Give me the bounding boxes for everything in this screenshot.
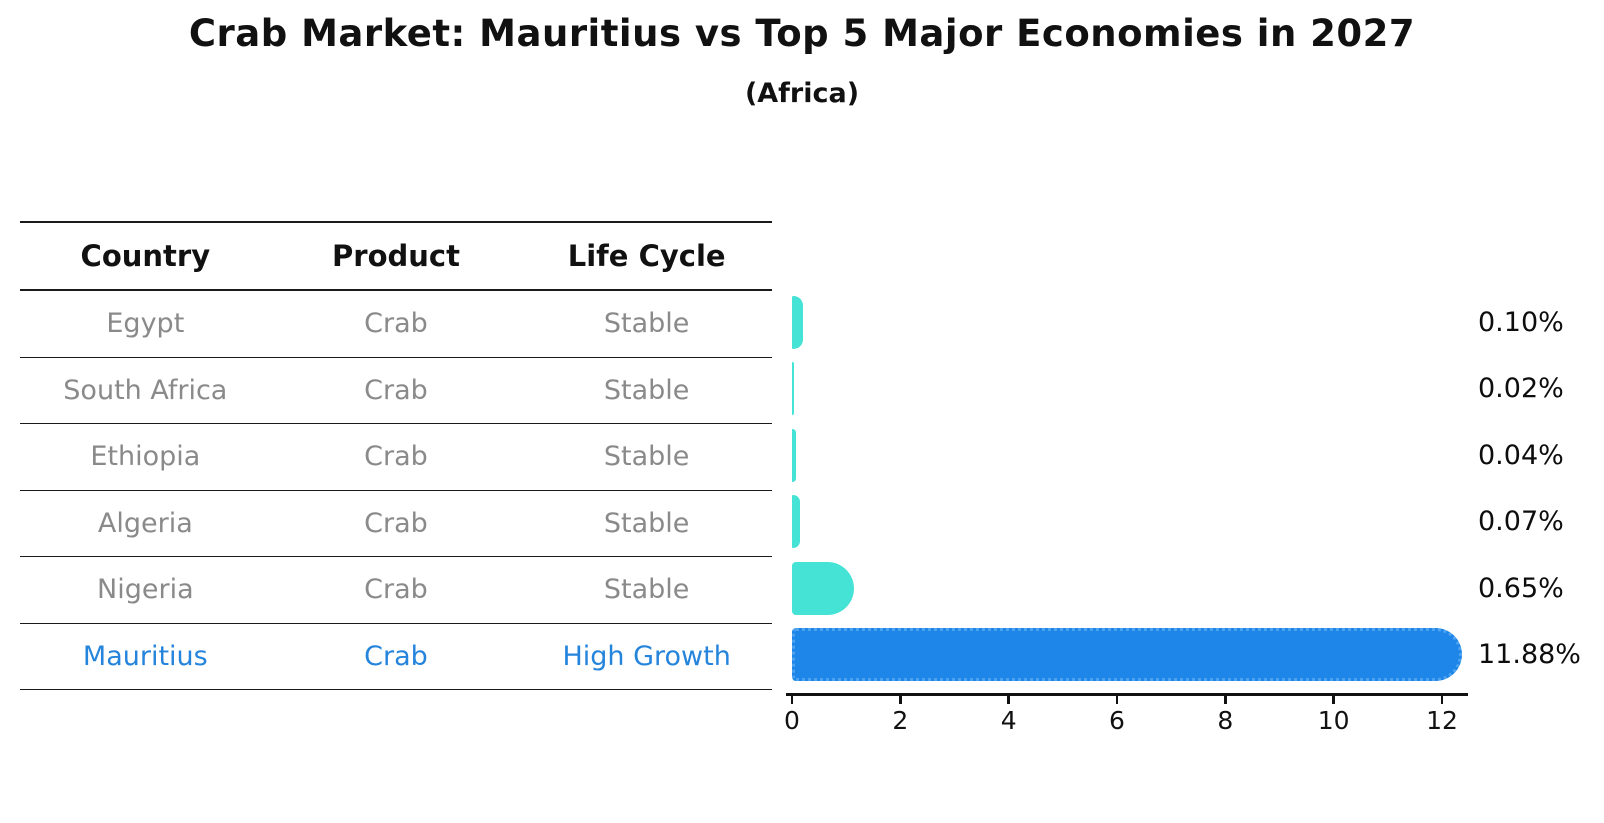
cell-ethiopia-product: Crab [364, 441, 428, 473]
x-tick-4 [1007, 695, 1010, 704]
cell-south-africa-life-cycle: Stable [603, 374, 690, 406]
x-tick-label-12: 12 [1426, 706, 1458, 735]
x-tick-6 [1115, 695, 1119, 704]
bar-egypt [792, 295, 803, 349]
table-row-nigeria: Nigeria Crab Stable [20, 557, 772, 624]
table-row-south-africa: South Africa Crab Stable [20, 358, 772, 424]
table-row-egypt: Egypt Crab Stable [20, 291, 772, 358]
x-tick-0 [790, 695, 794, 704]
cell-algeria-life-cycle: Stable [603, 507, 690, 539]
cell-nigeria-product: Crab [364, 574, 428, 606]
cell-south-africa-product: Crab [364, 374, 428, 406]
x-tick-8 [1224, 695, 1227, 704]
column-header-life-cycle: Life Cycle [567, 239, 726, 273]
chart-title: Crab Market: Mauritius vs Top 5 Major Ec… [188, 12, 1416, 55]
table-body: Egypt Crab Stable South Africa Crab Stable Eth… [20, 291, 772, 690]
cell-mauritius-country: Mauritius [82, 640, 208, 672]
bar-south-africa [792, 362, 795, 416]
bar-nigeria [792, 561, 854, 615]
country-table: Country Product Life Cycle Egypt Crab Stable… [20, 221, 772, 690]
cell-mauritius-life-cycle: High Growth [562, 640, 731, 672]
cell-ethiopia-country: Ethiopia [90, 441, 201, 473]
value-label-mauritius: 11.88% [1478, 639, 1581, 671]
cell-nigeria-country: Nigeria [97, 574, 194, 606]
x-tick-label-6: 6 [1109, 706, 1125, 735]
table-header-row: Country Product Life Cycle [20, 223, 772, 291]
cell-egypt-life-cycle: Stable [603, 308, 690, 340]
cell-egypt-product: Crab [364, 308, 428, 340]
cell-nigeria-life-cycle: Stable [603, 574, 690, 606]
value-label-south-africa: 0.02% [1478, 373, 1564, 405]
value-label-ethiopia: 0.04% [1478, 439, 1564, 471]
chart-subtitle: (Africa) [744, 78, 860, 109]
x-tick-label-4: 4 [1000, 706, 1017, 735]
x-tick-label-0: 0 [784, 706, 800, 735]
cell-mauritius-product: Crab [364, 640, 428, 672]
column-header-product: Product [332, 239, 460, 273]
table-row-ethiopia: Ethiopia Crab Stable [20, 424, 772, 491]
column-header-country: Country [80, 239, 211, 273]
value-label-nigeria: 0.65% [1478, 572, 1564, 604]
value-label-algeria: 0.07% [1478, 506, 1564, 538]
x-tick-label-8: 8 [1217, 706, 1234, 735]
cell-algeria-country: Algeria [97, 507, 193, 539]
x-tick-label-2: 2 [892, 706, 909, 735]
x-tick-label-10: 10 [1317, 706, 1350, 735]
bar-ethiopia [792, 428, 797, 482]
x-tick-12 [1440, 695, 1444, 704]
bar-mauritius [792, 628, 1462, 682]
x-tick-2 [899, 695, 902, 704]
x-axis-line [786, 693, 1468, 696]
cell-south-africa-country: South Africa [63, 374, 228, 406]
table-row-mauritius: Mauritius Crab High Growth [20, 624, 772, 690]
bar-algeria [792, 495, 800, 549]
cell-egypt-country: Egypt [106, 308, 185, 340]
cell-ethiopia-life-cycle: Stable [603, 441, 690, 473]
table-row-algeria: Algeria Crab Stable [20, 491, 772, 557]
value-label-egypt: 0.10% [1478, 306, 1564, 338]
x-tick-10 [1332, 695, 1335, 704]
cell-algeria-product: Crab [364, 507, 428, 539]
